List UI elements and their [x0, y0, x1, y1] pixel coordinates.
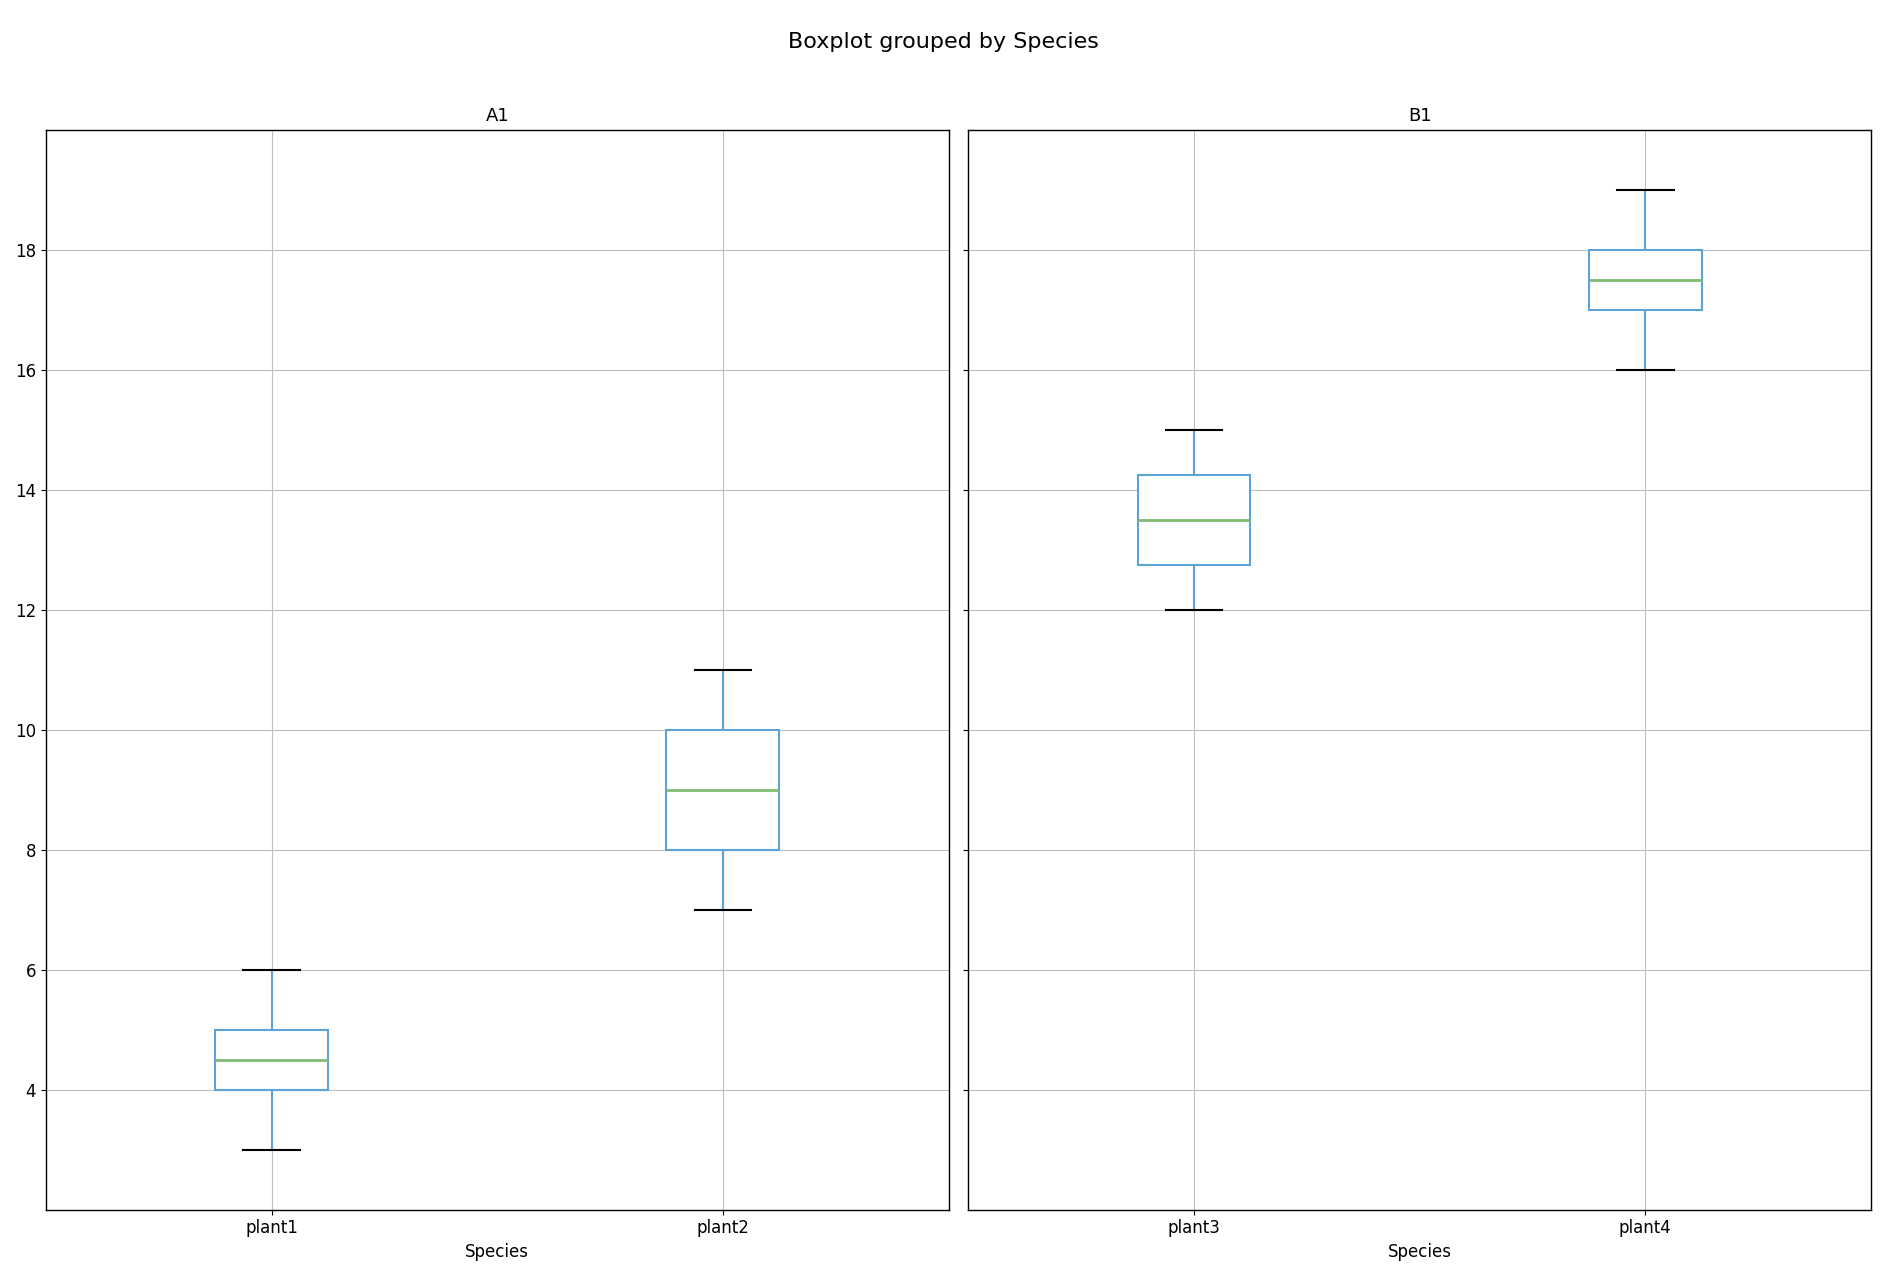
X-axis label: Species: Species: [466, 1243, 530, 1261]
Text: Boxplot grouped by Species: Boxplot grouped by Species: [788, 32, 1098, 52]
PathPatch shape: [666, 730, 779, 850]
PathPatch shape: [1137, 475, 1250, 565]
Title: A1: A1: [485, 107, 509, 125]
Title: B1: B1: [1407, 107, 1431, 125]
X-axis label: Species: Species: [1388, 1243, 1452, 1261]
PathPatch shape: [1588, 250, 1701, 310]
PathPatch shape: [215, 1030, 328, 1090]
